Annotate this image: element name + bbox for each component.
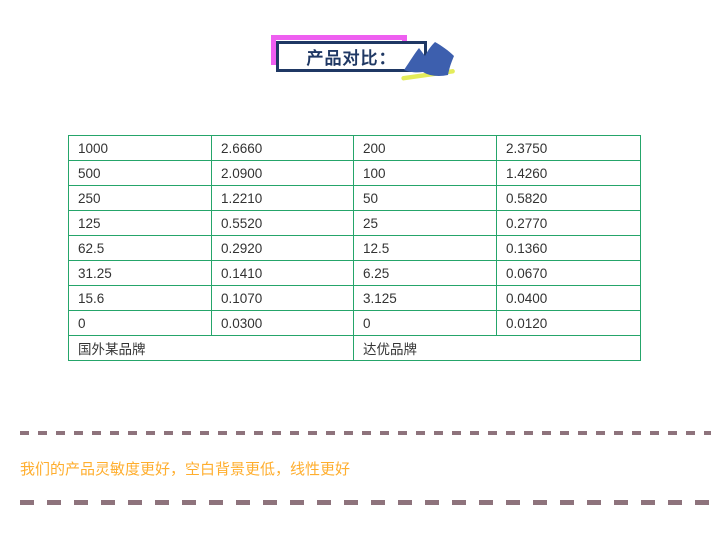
brand-label-cell: 达优品牌 <box>353 335 641 361</box>
table-row: 500 2.0900 100 1.4260 <box>68 160 641 186</box>
table-row: 15.6 0.1070 3.125 0.0400 <box>68 285 641 311</box>
table-cell: 25 <box>353 210 497 236</box>
table-cell: 1.4260 <box>496 160 641 186</box>
table-row: 0 0.0300 0 0.0120 <box>68 310 641 336</box>
table-cell: 1.2210 <box>211 185 354 211</box>
table-cell: 0.2770 <box>496 210 641 236</box>
table-cell: 0.5820 <box>496 185 641 211</box>
table-cell: 0.1410 <box>211 260 354 286</box>
table-row: 250 1.2210 50 0.5820 <box>68 185 641 211</box>
table-cell: 0.1070 <box>211 285 354 311</box>
table-cell: 2.6660 <box>211 135 354 161</box>
table-row: 125 0.5520 25 0.2770 <box>68 210 641 236</box>
table-cell: 12.5 <box>353 235 497 261</box>
table-cell: 3.125 <box>353 285 497 311</box>
table-cell: 0 <box>68 310 212 336</box>
table-cell: 0.0670 <box>496 260 641 286</box>
table-cell: 0.0400 <box>496 285 641 311</box>
table-cell: 50 <box>353 185 497 211</box>
table-cell: 62.5 <box>68 235 212 261</box>
comparison-table: 1000 2.6660 200 2.3750 500 2.0900 100 1.4260 250… <box>68 135 641 361</box>
table-cell: 0.5520 <box>211 210 354 236</box>
table-footer-row: 国外某品牌 达优品牌 <box>68 335 641 361</box>
table-cell: 100 <box>353 160 497 186</box>
dashed-divider-bottom <box>20 500 711 505</box>
comparison-table-body: 1000 2.6660 200 2.3750 500 2.0900 100 1.4260 250… <box>68 135 641 361</box>
table-row: 62.5 0.2920 12.5 0.1360 <box>68 235 641 261</box>
note-text: 我们的产品灵敏度更好，空白背景更低，线性更好 <box>20 461 351 478</box>
table-cell: 0.2920 <box>211 235 354 261</box>
table-cell: 500 <box>68 160 212 186</box>
table-cell: 15.6 <box>68 285 212 311</box>
table-cell: 0.0120 <box>496 310 641 336</box>
table-cell: 0.1360 <box>496 235 641 261</box>
table-row: 31.25 0.1410 6.25 0.0670 <box>68 260 641 286</box>
table-cell: 0 <box>353 310 497 336</box>
brand-label-cell: 国外某品牌 <box>68 335 354 361</box>
brush-flag-icon <box>401 42 455 81</box>
table-cell: 2.3750 <box>496 135 641 161</box>
dashed-divider-top <box>20 431 711 435</box>
title-banner: 产品对比： <box>276 41 427 72</box>
table-cell: 200 <box>353 135 497 161</box>
table-row: 1000 2.6660 200 2.3750 <box>68 135 641 161</box>
table-cell: 0.0300 <box>211 310 354 336</box>
page-title: 产品对比： <box>306 49 397 68</box>
table-cell: 125 <box>68 210 212 236</box>
table-cell: 31.25 <box>68 260 212 286</box>
table-cell: 2.0900 <box>211 160 354 186</box>
table-cell: 6.25 <box>353 260 497 286</box>
table-cell: 1000 <box>68 135 212 161</box>
table-cell: 250 <box>68 185 212 211</box>
